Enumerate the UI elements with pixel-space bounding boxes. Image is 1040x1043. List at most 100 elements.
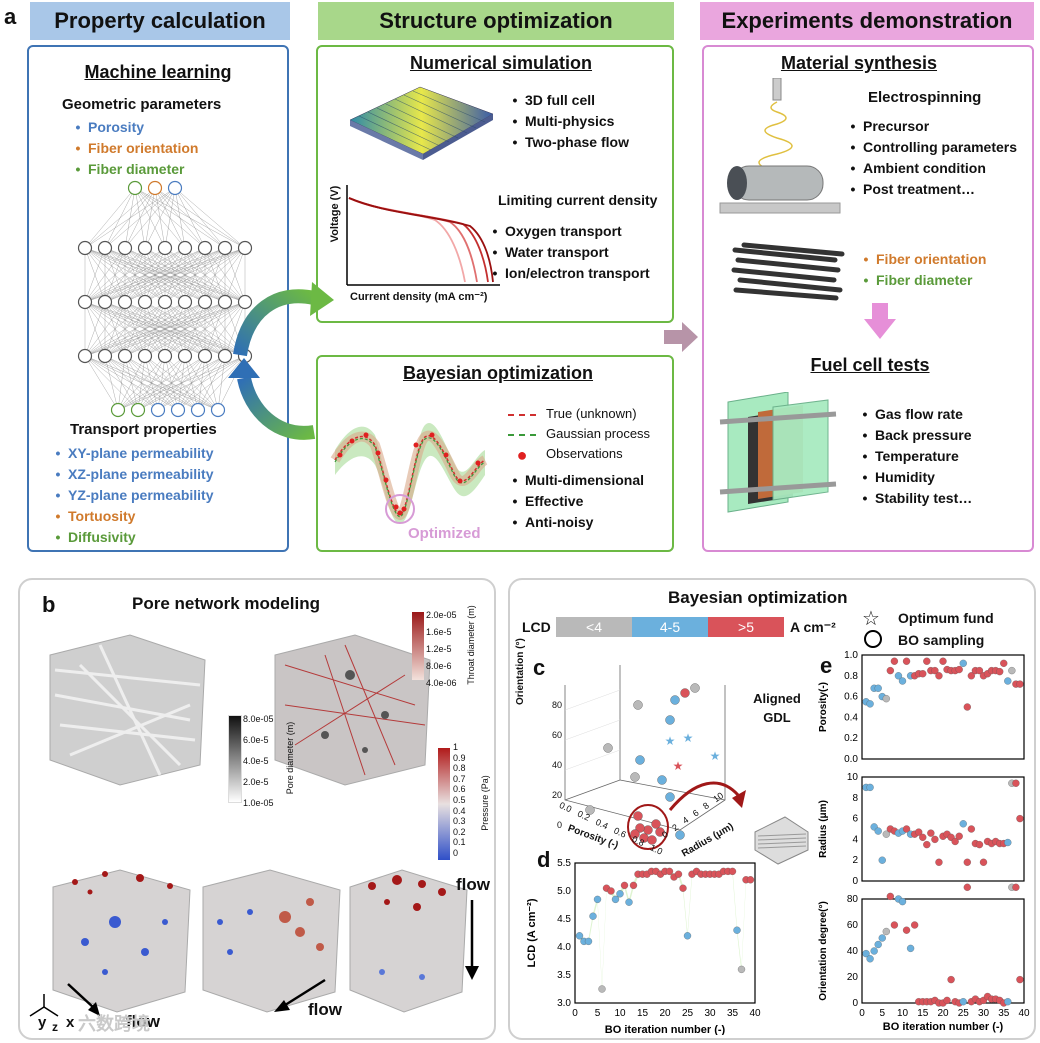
nn-node xyxy=(197,348,213,364)
fc-item: Humidity xyxy=(855,467,972,488)
exp-list: Precursor Controlling parameters Ambient… xyxy=(843,116,1017,200)
pressure-ticks: 1 0.9 0.8 0.7 0.6 0.5 0.4 0.3 0.2 0.1 0 xyxy=(453,742,466,859)
e-point xyxy=(870,947,878,955)
e-point xyxy=(902,657,911,665)
e-point xyxy=(931,835,939,844)
lcd-item: Water transport xyxy=(485,242,650,263)
nn-node xyxy=(177,294,193,310)
e-point xyxy=(874,684,882,692)
pore-tick: 6.0e-5 xyxy=(243,735,269,745)
e-x-tick: 20 xyxy=(937,1008,949,1019)
d-point xyxy=(746,876,755,884)
d-point xyxy=(674,870,683,878)
d-y-tick: 4.5 xyxy=(557,914,571,925)
electrospinning-icon xyxy=(719,78,841,214)
d-point xyxy=(625,898,633,906)
sim-item: 3D full cell xyxy=(505,90,629,111)
legend-obs: Observations xyxy=(546,446,623,461)
transport-item: YZ-plane permeability xyxy=(48,485,214,506)
e-ylabel: Radius (μm) xyxy=(818,800,829,858)
c-y-tick: 60 xyxy=(551,730,562,740)
sim-item: Multi-physics xyxy=(505,111,629,132)
c-point xyxy=(680,688,690,698)
nn-node xyxy=(237,240,253,256)
nn-node xyxy=(177,240,193,256)
e-y-tick: 0.0 xyxy=(844,754,858,765)
d-point xyxy=(607,887,615,895)
exp-item: Controlling parameters xyxy=(843,137,1017,158)
nn-node xyxy=(117,240,133,256)
e-point xyxy=(902,926,911,934)
pore-network-title: Pore network modeling xyxy=(132,594,320,613)
lcd-range-low: <4 xyxy=(556,617,632,637)
e-point xyxy=(894,672,903,680)
sim-list: 3D full cell Multi-physics Two-phase flo… xyxy=(505,90,629,153)
nn-node xyxy=(177,348,193,364)
pressure-tick: 0 xyxy=(453,847,459,858)
c-point xyxy=(635,755,645,765)
d-xlabel: BO iteration number (-) xyxy=(605,1024,726,1035)
nn-node xyxy=(97,240,113,256)
lcd-range-mid: 4-5 xyxy=(632,617,708,637)
e-y-tick: 0.8 xyxy=(844,671,858,682)
bayesian-optimization-panel xyxy=(316,355,674,552)
c-point xyxy=(630,829,640,839)
nn-node xyxy=(157,240,173,256)
c-ylabel: Orientation (°) xyxy=(515,638,526,705)
numerical-simulation-panel xyxy=(316,45,674,323)
c-point xyxy=(603,743,613,753)
e-x-tick: 35 xyxy=(998,1008,1010,1019)
e-point xyxy=(963,703,971,711)
d-y-tick: 4.0 xyxy=(557,942,571,953)
e-point xyxy=(1008,666,1016,675)
nn-node xyxy=(137,240,153,256)
nn-node xyxy=(150,402,166,418)
c-y-tick: 20 xyxy=(551,790,562,800)
d-y-tick: 5.5 xyxy=(557,858,571,869)
panel-bo-frame xyxy=(508,578,1036,1040)
nn-node xyxy=(157,294,173,310)
c-point xyxy=(643,825,653,835)
panel-a-letter: a xyxy=(4,4,17,29)
e-point xyxy=(935,858,943,866)
c-y-tick: 0 xyxy=(556,820,562,830)
pore-tick: 8.0e-05 xyxy=(243,714,274,724)
pore-tick: 4.0e-5 xyxy=(243,756,269,766)
e-point xyxy=(935,672,943,680)
c-point xyxy=(647,835,657,845)
e-y-tick: 6 xyxy=(852,814,858,825)
fc-list: Gas flow rate Back pressure Temperature … xyxy=(855,404,972,509)
nn-node xyxy=(127,180,143,196)
pressure-tick: 0.3 xyxy=(453,816,466,827)
header-property-calculation: Property calculation xyxy=(30,2,290,40)
flow-arrow-diag2-icon xyxy=(67,983,100,1016)
transport-item: XZ-plane permeability xyxy=(48,464,214,485)
aligned-gdl-icon xyxy=(754,816,809,865)
d-point xyxy=(665,867,674,876)
pore-colorbar xyxy=(228,715,242,803)
nn-node xyxy=(147,180,163,196)
c-point xyxy=(585,805,595,815)
bo-item: Anti-noisy xyxy=(505,512,644,533)
panel-b-letter: b xyxy=(42,592,56,617)
pressure-tick: 0.4 xyxy=(453,805,466,816)
e-point xyxy=(963,858,971,866)
e-point xyxy=(1016,680,1024,688)
d-x-tick: 0 xyxy=(572,1008,578,1019)
d-y-tick: 3.5 xyxy=(557,970,571,981)
d-point xyxy=(616,890,624,898)
e-point xyxy=(947,975,955,984)
throat-tick: 2.0e-05 xyxy=(426,610,457,620)
bo-item: Effective xyxy=(505,491,644,512)
fiber-item: Fiber orientation xyxy=(856,249,986,270)
e-x-tick: 30 xyxy=(978,1008,990,1019)
e-point xyxy=(1012,883,1020,891)
nn-node xyxy=(110,402,126,418)
geo-params-title: Geometric parameters xyxy=(62,96,222,113)
legend-bo-sampling: BO sampling xyxy=(898,632,985,648)
transport-item: Diffusivity xyxy=(48,527,214,548)
geo-item: Porosity xyxy=(68,117,198,138)
d-point xyxy=(629,881,638,890)
e-point xyxy=(886,892,894,901)
pressure-cube-y xyxy=(349,869,468,1013)
